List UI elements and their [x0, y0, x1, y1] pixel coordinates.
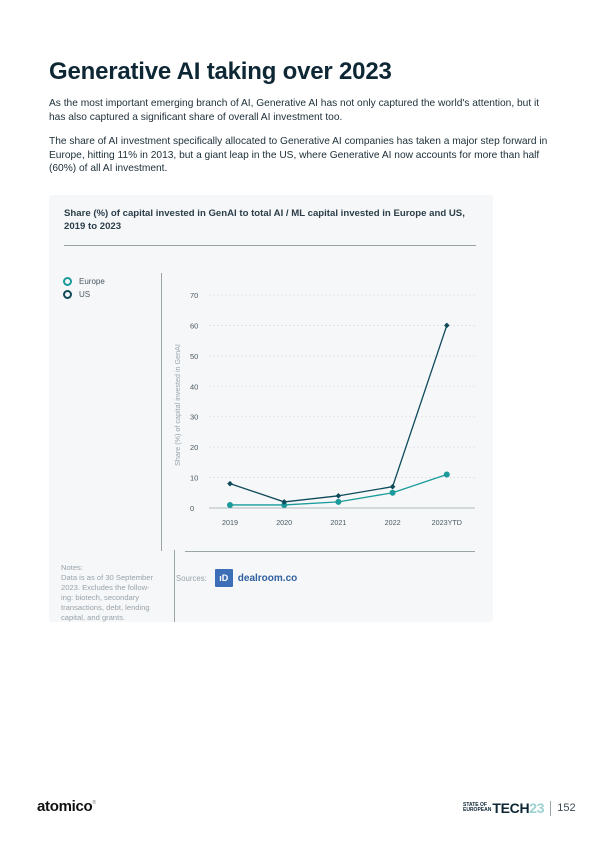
- brand-tech: TECH: [492, 800, 530, 816]
- atomico-logo: atomico®: [37, 798, 96, 815]
- divider: [185, 551, 475, 552]
- chart-legend: Europe US: [63, 275, 105, 301]
- svg-text:0: 0: [190, 504, 194, 513]
- svg-text:2023YTD: 2023YTD: [432, 518, 462, 527]
- detail-paragraph: The share of AI investment specifically …: [49, 136, 548, 174]
- svg-text:2019: 2019: [222, 518, 238, 527]
- legend-item-europe: Europe: [63, 275, 105, 288]
- state-of-european-tech-logo: STATE OF EUROPEAN TECH 23 152: [463, 800, 576, 816]
- svg-text:2020: 2020: [276, 518, 292, 527]
- svg-text:2021: 2021: [330, 518, 346, 527]
- svg-text:20: 20: [190, 443, 198, 452]
- divider: [161, 273, 162, 551]
- source-name: dealroom.co: [237, 572, 298, 584]
- sources-label: Sources:: [176, 573, 207, 583]
- divider: [550, 800, 552, 816]
- europe-marker-icon: [63, 277, 72, 286]
- brand-small-text: STATE OF EUROPEAN: [463, 801, 492, 814]
- chart-sources: Sources: ıD dealroom.co: [176, 569, 297, 587]
- notes-label: Notes:: [61, 563, 83, 572]
- svg-text:50: 50: [190, 352, 198, 361]
- svg-text:40: 40: [190, 382, 198, 391]
- us-marker-icon: [63, 290, 72, 299]
- chart-notes: Notes: Data is as of 30 September 2023. …: [61, 563, 161, 623]
- logo-text: atomico: [37, 798, 93, 815]
- svg-text:60: 60: [190, 321, 198, 330]
- brand-line1: STATE OF: [463, 801, 487, 808]
- dealroom-logo-icon: ıD: [214, 569, 233, 587]
- svg-text:Share (%) of capital invested: Share (%) of capital invested in GenAI: [173, 344, 182, 466]
- legend-item-us: US: [63, 288, 105, 301]
- legend-label: Europe: [79, 277, 105, 286]
- chart-title: Share (%) of capital invested in GenAI t…: [64, 208, 465, 232]
- brand-line2: EUROPEAN: [463, 807, 492, 813]
- brand-year: 23: [529, 800, 545, 816]
- page-title: Generative AI taking over 2023: [49, 58, 392, 85]
- svg-text:10: 10: [190, 474, 198, 483]
- divider: [64, 245, 476, 246]
- intro-paragraph: As the most important emerging branch of…: [49, 98, 540, 123]
- chart-card: Share (%) of capital invested in GenAI t…: [49, 195, 493, 622]
- divider: [174, 550, 175, 622]
- line-chart: 0 10 20 30 40 50 60 70 Share (%) of capital inve…: [173, 291, 475, 527]
- svg-text:70: 70: [190, 291, 198, 300]
- notes-body: Data is as of 30 September 2023. Exclude…: [61, 573, 154, 622]
- page-number: 152: [557, 802, 576, 814]
- svg-text:2022: 2022: [385, 518, 401, 527]
- svg-text:30: 30: [190, 413, 198, 422]
- legend-label: US: [79, 290, 91, 299]
